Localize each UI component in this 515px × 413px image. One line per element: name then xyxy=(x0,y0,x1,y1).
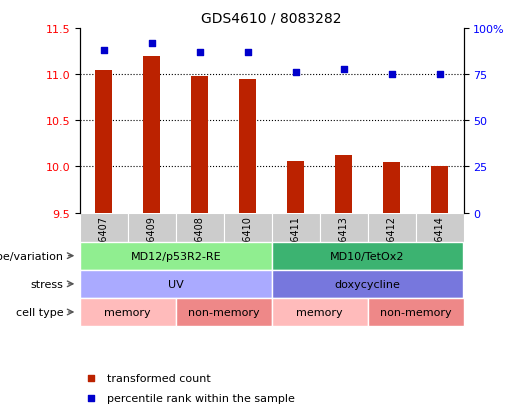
Point xyxy=(100,48,108,55)
Bar xyxy=(239,80,256,213)
Text: percentile rank within the sample: percentile rank within the sample xyxy=(107,393,295,403)
Point xyxy=(196,50,204,56)
Point xyxy=(244,50,252,56)
Text: genotype/variation: genotype/variation xyxy=(0,251,63,261)
Point xyxy=(435,72,443,78)
Bar xyxy=(335,156,352,213)
Text: cell type: cell type xyxy=(16,307,63,317)
Text: non-memory: non-memory xyxy=(188,307,260,317)
Text: doxycycline: doxycycline xyxy=(335,279,401,289)
Text: stress: stress xyxy=(30,279,63,289)
Bar xyxy=(95,70,112,213)
Text: UV: UV xyxy=(168,279,184,289)
Text: memory: memory xyxy=(105,307,151,317)
Bar xyxy=(192,77,208,213)
Point xyxy=(339,66,348,73)
Text: transformed count: transformed count xyxy=(107,373,211,383)
Point xyxy=(387,72,396,78)
Title: GDS4610 / 8083282: GDS4610 / 8083282 xyxy=(201,11,342,25)
Text: MD12/p53R2-RE: MD12/p53R2-RE xyxy=(130,251,221,261)
Point xyxy=(291,70,300,76)
Bar xyxy=(431,167,448,213)
Bar xyxy=(287,161,304,213)
Bar xyxy=(383,162,400,213)
Text: non-memory: non-memory xyxy=(380,307,451,317)
Point xyxy=(148,40,156,47)
Point xyxy=(87,394,95,401)
Text: MD10/TetOx2: MD10/TetOx2 xyxy=(330,251,405,261)
Point xyxy=(87,375,95,382)
Bar xyxy=(143,57,160,213)
Text: memory: memory xyxy=(296,307,343,317)
